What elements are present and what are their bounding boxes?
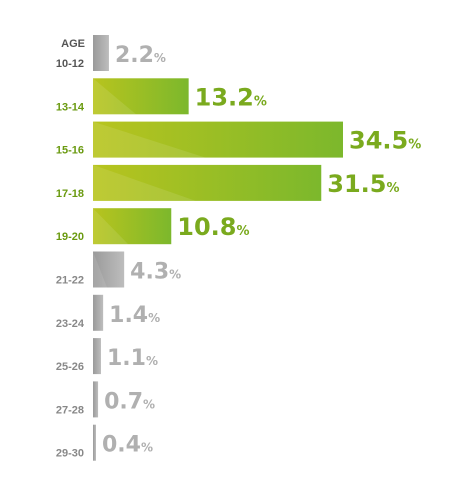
bar-facet <box>93 208 129 245</box>
bar <box>93 164 322 201</box>
bar <box>93 121 343 158</box>
category-label: 23-24 <box>56 318 85 330</box>
bar-facet <box>93 121 206 158</box>
bar-facet <box>93 164 196 201</box>
bar <box>93 251 125 288</box>
data-label: 0.4% <box>102 433 153 458</box>
data-label: 31.5% <box>327 170 399 198</box>
bar <box>93 208 172 245</box>
bar <box>93 424 96 461</box>
data-label: 4.3% <box>130 260 181 285</box>
bar-facet <box>93 78 137 115</box>
data-label: 10.8% <box>177 213 249 241</box>
data-label: 1.4% <box>109 303 160 328</box>
bar <box>93 78 189 115</box>
data-label: 34.5% <box>349 127 421 155</box>
bar <box>93 338 101 375</box>
category-label: 21-22 <box>56 275 84 287</box>
data-label: 2.2% <box>115 43 166 68</box>
y-axis-header: AGE <box>61 38 85 50</box>
data-label: 0.7% <box>104 389 155 414</box>
data-label: 1.1% <box>107 346 158 371</box>
category-label: 15-16 <box>56 145 84 157</box>
category-label: 25-26 <box>56 361 84 373</box>
bar <box>93 35 109 71</box>
category-label: 29-30 <box>56 448 84 460</box>
category-label: 10-12 <box>56 58 84 70</box>
bar <box>93 294 104 331</box>
category-label: 19-20 <box>56 231 84 243</box>
bar <box>93 381 99 418</box>
bar-facet <box>93 251 108 288</box>
data-label: 13.2% <box>195 83 267 111</box>
category-label: 13-14 <box>56 101 85 113</box>
category-label: 17-18 <box>56 188 84 200</box>
category-label: 27-28 <box>56 404 84 416</box>
